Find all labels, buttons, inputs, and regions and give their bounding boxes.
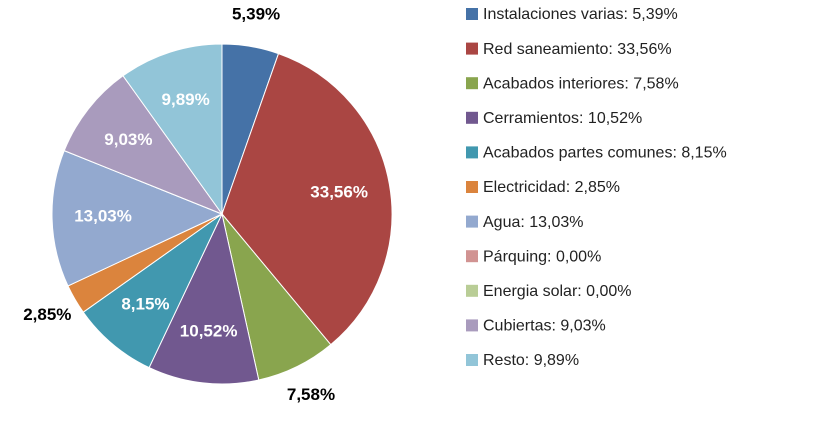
slice-label: 9,89% xyxy=(162,90,210,109)
legend-swatch xyxy=(466,111,478,124)
slice-label: 5,39% xyxy=(232,4,280,23)
legend-swatch xyxy=(466,181,478,193)
legend-swatch xyxy=(466,354,478,366)
pie-slice xyxy=(51,149,224,287)
pie-slice xyxy=(221,53,393,346)
legend-swatch xyxy=(466,42,478,55)
legend-label: Electricidad: 2,85% xyxy=(483,179,620,196)
legend-swatch xyxy=(466,146,478,159)
legend-label: Cubiertas: 9,03% xyxy=(483,318,606,335)
legend-swatch xyxy=(466,284,478,297)
pie-slice xyxy=(63,75,224,216)
legend-swatch xyxy=(466,250,478,263)
legend-label: Acabados partes comunes: 8,15% xyxy=(483,145,727,162)
slice-label: 7,58% xyxy=(287,385,335,404)
pie-slice xyxy=(122,43,223,216)
legend-label: Resto: 9,89% xyxy=(483,352,579,369)
legend-label: Párquing: 0,00% xyxy=(483,248,601,265)
slice-label: 10,52% xyxy=(180,322,238,341)
legend-label: Agua: 13,03% xyxy=(483,214,584,231)
legend-swatch xyxy=(466,77,478,90)
legend-label: Instalaciones varias: 5,39% xyxy=(483,6,678,23)
legend-label: Energia solar: 0,00% xyxy=(483,283,632,300)
legend-swatch xyxy=(466,8,478,20)
legend-swatch xyxy=(466,319,478,332)
pie-slice xyxy=(148,212,260,385)
slice-label: 8,15% xyxy=(121,295,169,314)
slice-label: 13,03% xyxy=(74,207,132,226)
slice-label: 33,56% xyxy=(310,182,368,201)
legend-label: Cerramientos: 10,52% xyxy=(483,110,642,127)
legend-label: Red saneamiento: 33,56% xyxy=(483,41,672,58)
slice-label: 9,03% xyxy=(104,130,152,149)
slice-label: 2,85% xyxy=(23,305,71,324)
pie-slice xyxy=(82,212,224,369)
legend-label: Acabados interiores: 7,58% xyxy=(483,75,679,92)
legend-swatch xyxy=(466,215,478,228)
